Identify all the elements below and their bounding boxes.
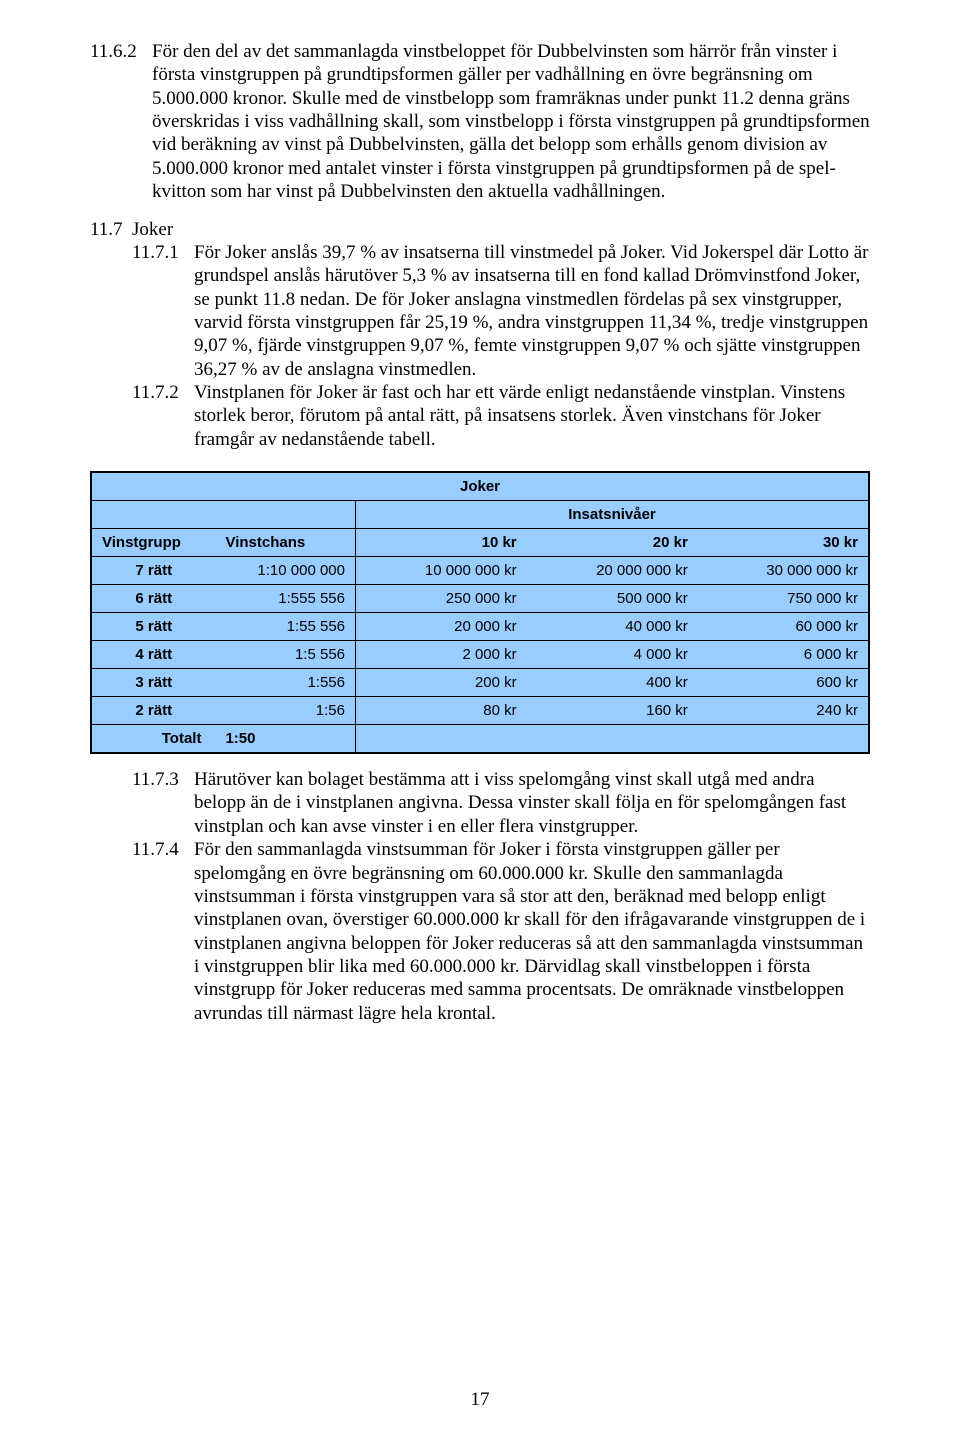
col-vinstgrupp: Vinstgrupp [91, 529, 215, 557]
col-vinstchans: Vinstchans [215, 529, 355, 557]
table-row: 4 rätt 1:5 556 2 000 kr 4 000 kr 6 000 k… [91, 641, 869, 669]
table-row: 2 rätt 1:56 80 kr 160 kr 240 kr [91, 697, 869, 725]
table-empty-cell [215, 501, 355, 529]
cell: 5 rätt [91, 613, 215, 641]
section-11-7-head: 11.7 Joker [90, 218, 870, 241]
page: 11.6.2 För den del av det sammanlagda vi… [0, 0, 960, 1439]
page-number: 17 [0, 1389, 960, 1411]
cell: 1:56 [215, 697, 355, 725]
cell: 1:55 556 [215, 613, 355, 641]
section-number: 11.7.4 [132, 838, 194, 1025]
col-20kr: 20 kr [527, 529, 698, 557]
cell: 250 000 kr [356, 585, 527, 613]
cell: 20 000 000 kr [527, 557, 698, 585]
cell: 4 000 kr [527, 641, 698, 669]
section-body: För den del av det sammanlagda vinstbelo… [152, 40, 870, 204]
table-row: 6 rätt 1:555 556 250 000 kr 500 000 kr 7… [91, 585, 869, 613]
cell: 600 kr [698, 669, 869, 697]
cell [698, 725, 869, 754]
cell: 30 000 000 kr [698, 557, 869, 585]
table-header-row: Vinstgrupp Vinstchans 10 kr 20 kr 30 kr [91, 529, 869, 557]
cell: 20 000 kr [356, 613, 527, 641]
table-title-row: Joker [91, 472, 869, 501]
cell: 4 rätt [91, 641, 215, 669]
table-row: 5 rätt 1:55 556 20 000 kr 40 000 kr 60 0… [91, 613, 869, 641]
col-30kr: 30 kr [698, 529, 869, 557]
cell: 1:555 556 [215, 585, 355, 613]
section-body: Vinstplanen för Joker är fast och har et… [194, 381, 870, 451]
cell: 7 rätt [91, 557, 215, 585]
table-subhead-row: Insatsnivåer [91, 501, 869, 529]
table-total-row: Totalt 1:50 [91, 725, 869, 754]
section-11-7-2: 11.7.2 Vinstplanen för Joker är fast och… [132, 381, 870, 451]
section-number: 11.7.1 [132, 241, 194, 381]
cell-totalt: Totalt [91, 725, 215, 754]
table-subhead: Insatsnivåer [356, 501, 870, 529]
section-11-7-4: 11.7.4 För den sammanlagda vinstsumman f… [132, 838, 870, 1025]
cell: 240 kr [698, 697, 869, 725]
cell: 160 kr [527, 697, 698, 725]
cell: 1:50 [215, 725, 355, 754]
section-number: 11.7.2 [132, 381, 194, 451]
cell: 10 000 000 kr [356, 557, 527, 585]
table-row: 3 rätt 1:556 200 kr 400 kr 600 kr [91, 669, 869, 697]
section-11-7-1: 11.7.1 För Joker anslås 39,7 % av insats… [132, 241, 870, 381]
table-empty-cell [91, 501, 215, 529]
cell: 500 000 kr [527, 585, 698, 613]
cell: 80 kr [356, 697, 527, 725]
cell [527, 725, 698, 754]
cell: 6 000 kr [698, 641, 869, 669]
section-head-label: Joker [132, 218, 173, 241]
section-body: För Joker anslås 39,7 % av insatserna ti… [194, 241, 870, 381]
table-row: 7 rätt 1:10 000 000 10 000 000 kr 20 000… [91, 557, 869, 585]
section-number: 11.7.3 [132, 768, 194, 838]
section-11-7-3: 11.7.3 Härutöver kan bolaget bestämma at… [132, 768, 870, 838]
section-head-number: 11.7 [90, 218, 132, 241]
section-body: Härutöver kan bolaget bestämma att i vis… [194, 768, 870, 838]
section-number: 11.6.2 [90, 40, 152, 204]
cell: 200 kr [356, 669, 527, 697]
cell: 6 rätt [91, 585, 215, 613]
cell: 750 000 kr [698, 585, 869, 613]
table-title: Joker [91, 472, 869, 501]
cell: 1:556 [215, 669, 355, 697]
col-10kr: 10 kr [356, 529, 527, 557]
cell: 400 kr [527, 669, 698, 697]
cell: 40 000 kr [527, 613, 698, 641]
cell: 60 000 kr [698, 613, 869, 641]
cell: 3 rätt [91, 669, 215, 697]
cell: 2 rätt [91, 697, 215, 725]
cell: 2 000 kr [356, 641, 527, 669]
joker-table: Joker Insatsnivåer Vinstgrupp Vinstchans… [90, 471, 870, 754]
cell: 1:5 556 [215, 641, 355, 669]
cell [356, 725, 527, 754]
section-11-6-2: 11.6.2 För den del av det sammanlagda vi… [90, 40, 870, 204]
cell: 1:10 000 000 [215, 557, 355, 585]
section-body: För den sammanlagda vinstsumman för Joke… [194, 838, 870, 1025]
